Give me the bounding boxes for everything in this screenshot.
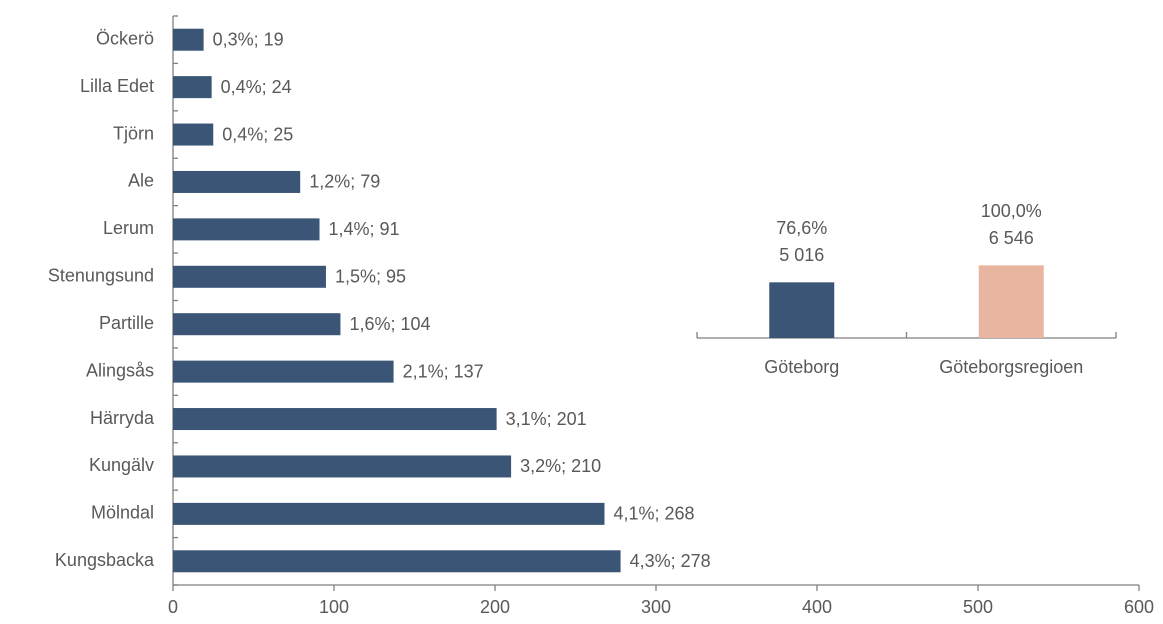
bar bbox=[173, 313, 341, 336]
bar bbox=[769, 282, 835, 338]
bar bbox=[173, 123, 214, 146]
bar bbox=[173, 502, 605, 525]
y-tick-label: Partille bbox=[99, 313, 154, 333]
x-tick-label: Göteborgsregioen bbox=[939, 357, 1083, 377]
value-label: 5 016 bbox=[779, 245, 824, 265]
y-tick-label: Härryda bbox=[90, 408, 155, 428]
value-label: 3,2%; 210 bbox=[520, 456, 601, 476]
value-label: 1,5%; 95 bbox=[335, 267, 406, 287]
value-label: 4,3%; 278 bbox=[630, 551, 711, 571]
value-label: 0,3%; 19 bbox=[213, 29, 284, 49]
y-tick-label: Öckerö bbox=[96, 28, 154, 48]
x-tick-label: 600 bbox=[1124, 597, 1154, 617]
bar bbox=[173, 218, 320, 241]
y-tick-label: Tjörn bbox=[113, 123, 154, 143]
value-label: 76,6% bbox=[776, 218, 827, 238]
bar bbox=[173, 76, 212, 99]
y-tick-label: Lilla Edet bbox=[80, 76, 154, 96]
bar bbox=[173, 360, 394, 383]
y-tick-label: Mölndal bbox=[91, 503, 154, 523]
value-label: 1,2%; 79 bbox=[309, 172, 380, 192]
value-label: 0,4%; 25 bbox=[222, 124, 293, 144]
x-tick-label: 0 bbox=[168, 597, 178, 617]
value-label: 2,1%; 137 bbox=[403, 361, 484, 381]
y-tick-label: Lerum bbox=[103, 218, 154, 238]
bar bbox=[173, 455, 512, 478]
value-label: 4,1%; 268 bbox=[613, 504, 694, 524]
x-tick-label: 400 bbox=[802, 597, 832, 617]
bar bbox=[173, 550, 621, 573]
bar bbox=[173, 28, 204, 51]
x-tick-label: 300 bbox=[641, 597, 671, 617]
value-label: 6 546 bbox=[989, 228, 1034, 248]
y-tick-label: Kungsbacka bbox=[55, 550, 155, 570]
y-tick-label: Stenungsund bbox=[48, 266, 154, 286]
y-tick-label: Kungälv bbox=[89, 455, 154, 475]
value-label: 100,0% bbox=[981, 201, 1042, 221]
y-tick-label: Alingsås bbox=[86, 360, 154, 380]
value-label: 1,4%; 91 bbox=[329, 219, 400, 239]
x-tick-label: Göteborg bbox=[764, 357, 839, 377]
x-tick-label: 200 bbox=[480, 597, 510, 617]
x-tick-label: 500 bbox=[963, 597, 993, 617]
bar bbox=[978, 265, 1044, 338]
value-label: 3,1%; 201 bbox=[506, 409, 587, 429]
bar bbox=[173, 170, 301, 193]
bar bbox=[173, 265, 326, 288]
value-label: 1,6%; 104 bbox=[349, 314, 430, 334]
bar bbox=[173, 408, 497, 431]
value-label: 0,4%; 24 bbox=[221, 77, 292, 97]
x-tick-label: 100 bbox=[319, 597, 349, 617]
y-tick-label: Ale bbox=[128, 171, 154, 191]
